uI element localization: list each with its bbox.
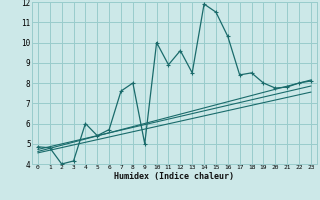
X-axis label: Humidex (Indice chaleur): Humidex (Indice chaleur) [115,172,234,181]
